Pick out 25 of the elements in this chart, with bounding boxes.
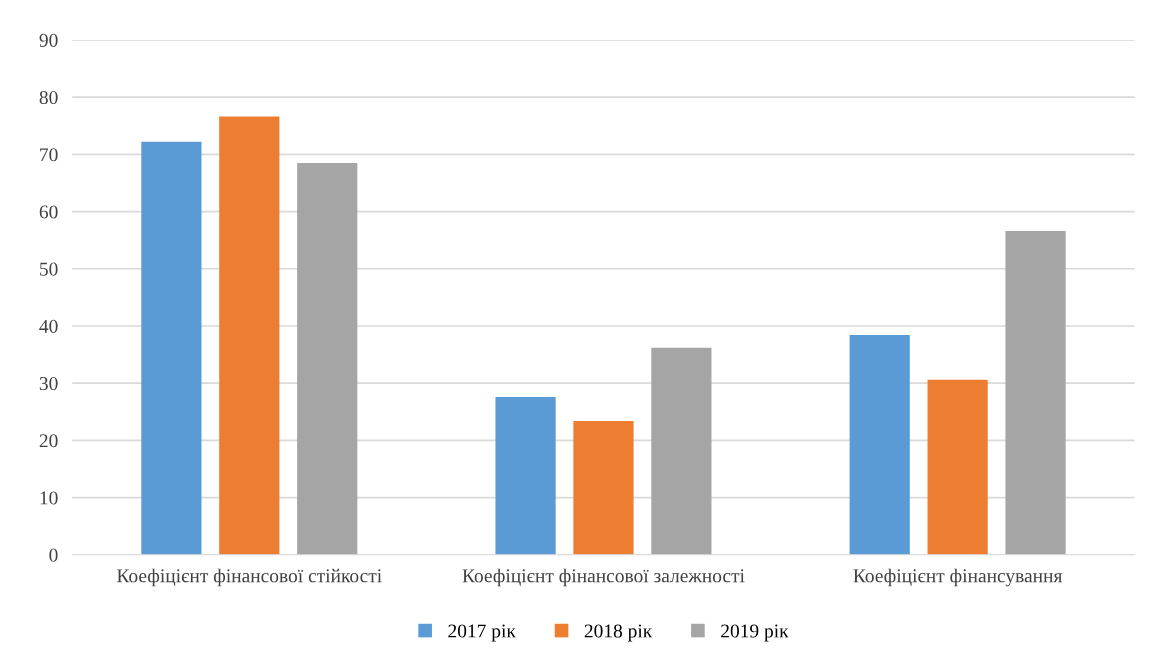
y-tick-label: 0 [49,548,58,562]
bar [219,116,280,555]
y-tick-label: 60 [39,205,58,219]
y-tick-label: 40 [39,319,58,333]
y-tick-label: 80 [39,90,58,105]
x-tick-label: Коефіцієнт фінансування [853,568,1063,587]
bar [495,396,556,555]
y-tick-label: 30 [39,376,58,391]
bar [573,420,634,555]
bar [297,162,358,555]
bar [1005,231,1066,555]
y-tick-label: 90 [39,33,58,47]
bar [927,379,988,555]
bar [141,141,202,555]
x-tick-label: Коефіцієнт фінансової стійкості [117,568,382,587]
y-tick-label: 50 [40,262,58,276]
y-tick-label: 70 [40,148,58,162]
legend-label: 2017 рік [448,624,516,642]
legend-label: 2018 рік [584,624,653,642]
x-tick-label: Коефіцієнт фінансової залежності [462,568,745,587]
bar [849,335,910,555]
y-tick-label: 10 [40,491,58,505]
y-tick-label: 20 [39,434,58,448]
bar [651,347,712,555]
legend-label: 2019 рік [721,624,789,642]
